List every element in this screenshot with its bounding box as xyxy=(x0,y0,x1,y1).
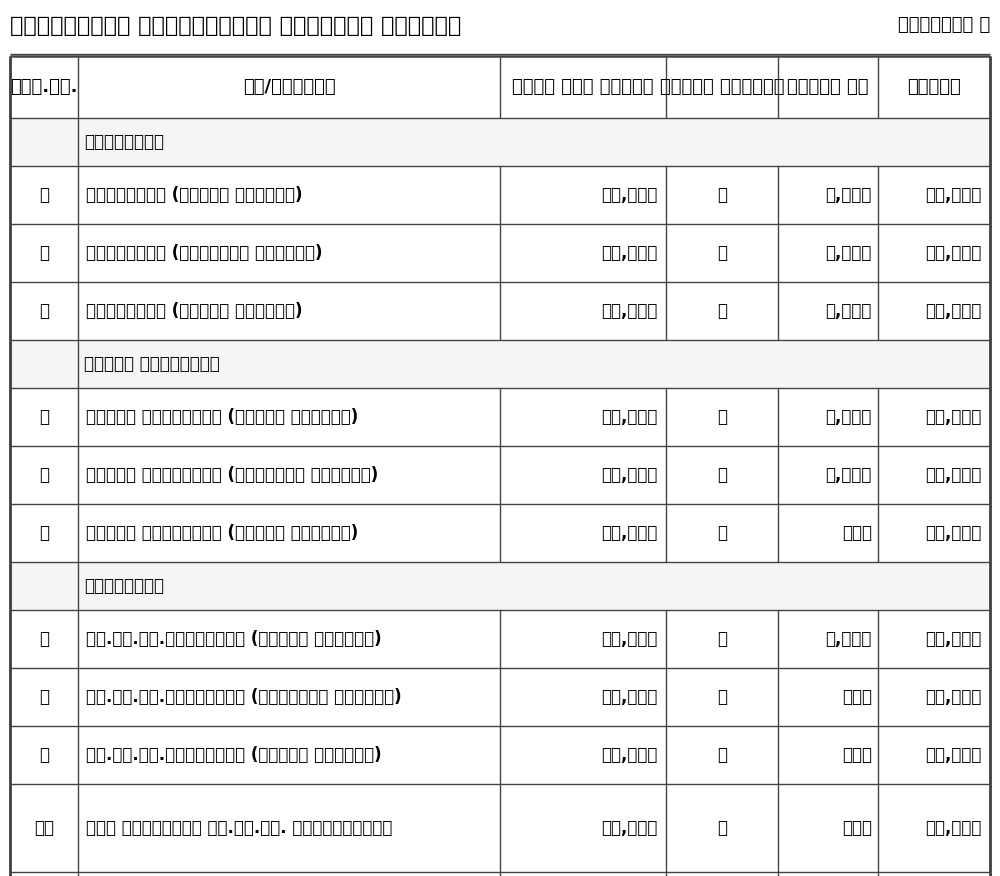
Text: ८: ८ xyxy=(717,630,727,648)
Text: २८,२००: २८,२०० xyxy=(602,524,658,542)
Text: ६: ६ xyxy=(717,819,727,837)
Text: ३५,९९०: ३५,९९० xyxy=(602,302,658,320)
Text: ६: ६ xyxy=(39,524,49,542)
Text: ३५,७२०: ३५,७२० xyxy=(926,688,982,706)
Text: ८: ८ xyxy=(717,466,727,484)
Bar xyxy=(10,388,990,446)
Text: ४५,५९०: ४५,५९० xyxy=(926,630,982,648)
Text: ३९,९३२: ३९,९३२ xyxy=(926,746,982,764)
Text: २६,६९०: २६,६९० xyxy=(602,746,658,764)
Bar xyxy=(10,340,990,388)
Text: ३५,७२०: ३५,७२० xyxy=(926,524,982,542)
Text: ३७,८८०: ३७,८८० xyxy=(602,408,658,426)
Text: निम्न माध्यमिक (तृतीय श्रेणी): निम्न माध्यमिक (तृतीय श्रेणी) xyxy=(86,524,358,542)
Text: शुरू तलब स्केल: शुरू तलब स्केल xyxy=(512,78,654,96)
Text: २८,२००: २८,२०० xyxy=(602,688,658,706)
Text: ८: ८ xyxy=(39,688,49,706)
Bar xyxy=(10,446,990,504)
Text: ९४०: ९४० xyxy=(842,688,872,706)
Text: १०: १० xyxy=(34,819,54,837)
Text: ८: ८ xyxy=(717,524,727,542)
Text: ३५,९९०: ३५,९९० xyxy=(602,630,658,648)
Bar xyxy=(10,872,990,876)
Bar xyxy=(10,166,990,224)
Text: ५: ५ xyxy=(39,466,49,484)
Text: २६,४९४: २६,४९४ xyxy=(926,819,982,837)
Text: ४७,३८०: ४७,३८० xyxy=(602,186,658,204)
Bar xyxy=(10,610,990,668)
Text: ९,२००: ९,२०० xyxy=(826,630,872,648)
Text: सामुदायिक विद्यालयमा कार्यरत शिक्षक: सामुदायिक विद्यालयमा कार्यरत शिक्षक xyxy=(10,16,461,36)
Bar xyxy=(10,118,990,166)
Text: ३: ३ xyxy=(39,302,49,320)
Text: ४७,९८५: ४७,९८५ xyxy=(926,408,982,426)
Text: एस.एल.सी.उत्तीर्ण (तृतीय श्रेणी): एस.एल.सी.उत्तीर्ण (तृतीय श्रेणी) xyxy=(86,746,382,764)
Text: निम्न माध्यमिक: निम्न माध्यमिक xyxy=(84,355,220,373)
Text: २: २ xyxy=(39,244,49,262)
Text: माध्यमिक (तृतीय श्रेणी): माध्यमिक (तृतीय श्रेणी) xyxy=(86,302,302,320)
Text: ८: ८ xyxy=(717,244,727,262)
Text: ९: ९ xyxy=(39,746,49,764)
Text: ५६,८५४: ५६,८५४ xyxy=(926,186,982,204)
Text: ८: ८ xyxy=(717,302,727,320)
Text: ५९,९४८: ५९,९४८ xyxy=(926,244,982,262)
Text: ८: ८ xyxy=(717,408,727,426)
Text: ७: ७ xyxy=(39,630,49,648)
Bar xyxy=(10,56,990,118)
Text: अनुसूची ७: अनुसूची ७ xyxy=(898,16,990,34)
Text: ६: ६ xyxy=(717,746,727,764)
Text: दुई विषयसम्म एस.एल.सी. अनुत्तीर्ण: दुई विषयसम्म एस.एल.सी. अनुत्तीर्ण xyxy=(86,819,392,837)
Bar xyxy=(10,504,990,562)
Text: ९,२००: ९,२०० xyxy=(826,466,872,484)
Text: माध्यमिक (प्रथम श्रेणी): माध्यमिक (प्रथम श्रेणी) xyxy=(86,186,302,204)
Bar xyxy=(10,282,990,340)
Text: क्र.सं.: क्र.सं. xyxy=(10,78,78,96)
Bar xyxy=(10,562,990,610)
Text: एस.एल.सी.उत्तीर्ण (द्वितीय श्रेणी): एस.एल.सी.उत्तीर्ण (द्वितीय श्रेणी) xyxy=(86,688,402,706)
Text: जम्मा: जम्मा xyxy=(907,78,961,96)
Text: ९,३४६: ९,३४६ xyxy=(826,244,872,262)
Text: ८: ८ xyxy=(717,688,727,706)
Bar xyxy=(10,726,990,784)
Text: ३५,९९०: ३५,९९० xyxy=(602,466,658,484)
Text: एस.एल.सी.उत्तीर्ण (प्रथम श्रेणी): एस.एल.सी.उत्तीर्ण (प्रथम श्रेणी) xyxy=(86,630,382,648)
Text: माध्यमिक (द्वितीय श्रेणी): माध्यमिक (द्वितीय श्रेणी) xyxy=(86,244,322,262)
Bar xyxy=(10,784,990,872)
Text: ग्रेड संख्या: ग्रेड संख्या xyxy=(660,78,784,96)
Text: ७३४: ७३४ xyxy=(842,819,872,837)
Text: माध्यमिक: माध्यमिक xyxy=(84,133,164,151)
Text: ६: ६ xyxy=(717,186,727,204)
Text: २२,०९०: २२,०९० xyxy=(602,819,658,837)
Text: ४०,३८०: ४०,३८० xyxy=(602,244,658,262)
Text: ग्रेड दर: ग्रेड दर xyxy=(787,78,869,96)
Text: ९,५०९: ९,५०९ xyxy=(826,186,872,204)
Text: पद/श्रेणी: पद/श्रेणी xyxy=(243,78,335,96)
Text: १: १ xyxy=(39,186,49,204)
Bar xyxy=(10,224,990,282)
Text: ४: ४ xyxy=(39,408,49,426)
Text: प्राथमिक: प्राथमिक xyxy=(84,577,164,595)
Bar xyxy=(10,668,990,726)
Text: निम्न माध्यमिक (द्वितीय श्रेणी): निम्न माध्यमिक (द्वितीय श्रेणी) xyxy=(86,466,378,484)
Text: ९,२००: ९,२०० xyxy=(826,302,872,320)
Text: ४५,५९०: ४५,५९० xyxy=(926,466,982,484)
Text: ४५,५९०: ४५,५९० xyxy=(926,302,982,320)
Text: ९,२६३: ९,२६३ xyxy=(826,408,872,426)
Text: ९४०: ९४० xyxy=(842,524,872,542)
Text: ८८७: ८८७ xyxy=(842,746,872,764)
Text: निम्न माध्यमिक (प्रथम श्रेणी): निम्न माध्यमिक (प्रथम श्रेणी) xyxy=(86,408,358,426)
